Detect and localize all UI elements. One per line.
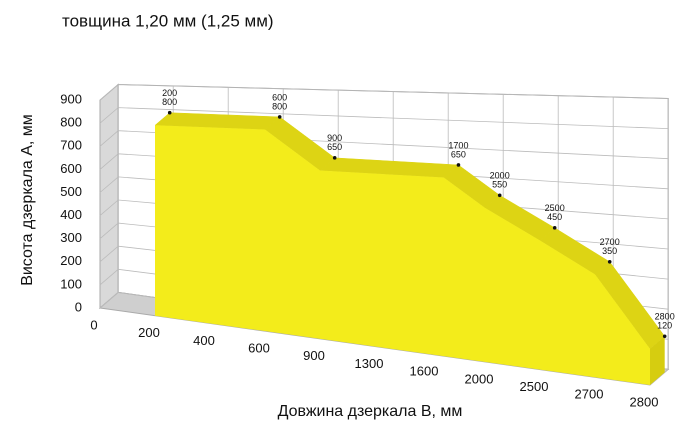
y-tick-label: 100 [60, 276, 82, 291]
data-point [552, 226, 557, 230]
data-label-x: 600 [272, 92, 287, 102]
data-label-y: 650 [327, 142, 342, 152]
data-label-x: 1700 [448, 140, 468, 150]
x-tick-label: 200 [138, 325, 160, 340]
x-tick-label: 400 [193, 333, 215, 348]
x-tick-label: 600 [248, 341, 270, 356]
x-tick-label: 900 [303, 348, 325, 363]
x-axis-label: Довжина дзеркала В, мм [278, 403, 463, 420]
x-tick-label: 0 [90, 317, 97, 332]
y-tick-label: 300 [60, 230, 82, 245]
y-tick-label: 800 [60, 115, 82, 130]
data-point [662, 334, 667, 339]
data-label-x: 2700 [600, 237, 620, 247]
data-label-y: 350 [602, 246, 617, 256]
data-label-x: 200 [162, 88, 177, 98]
y-tick-label: 0 [75, 299, 82, 314]
x-tick-label: 2500 [520, 379, 549, 394]
y-tick-label: 900 [60, 92, 82, 107]
data-label-y: 550 [492, 180, 507, 190]
area-side [650, 336, 665, 385]
data-label-y: 450 [547, 212, 562, 222]
x-tick-label: 2800 [630, 394, 659, 409]
side-wall [99, 83, 119, 310]
area-front [155, 125, 650, 386]
data-label-x: 2000 [490, 171, 510, 181]
data-label-y: 800 [162, 97, 177, 107]
data-label-x: 900 [327, 133, 342, 143]
chart-title: товщина 1,20 мм (1,25 мм) [62, 11, 274, 30]
y-tick-label: 700 [60, 138, 82, 153]
x-tick-label: 1600 [410, 364, 439, 379]
data-point [497, 193, 502, 198]
x-tick-label: 2700 [575, 387, 604, 402]
grid-line [99, 84, 119, 309]
x-tick-label: 1300 [355, 356, 384, 371]
x-tick-label: 2000 [465, 371, 494, 386]
data-point [332, 156, 337, 160]
y-tick-label: 200 [60, 253, 82, 268]
data-point [456, 163, 461, 167]
data-label-x: 2800 [655, 312, 675, 322]
data-label-y: 800 [272, 101, 287, 111]
data-point [277, 115, 282, 119]
data-point [607, 260, 612, 264]
data-label-y: 120 [657, 321, 672, 331]
data-label-y: 650 [451, 149, 466, 159]
y-tick-label: 600 [60, 161, 82, 176]
data-point [167, 110, 172, 115]
y-tick-label: 500 [60, 184, 82, 199]
y-tick-label: 400 [60, 207, 82, 222]
data-label-x: 2500 [545, 203, 565, 213]
y-axis-label: Висота дзеркала А, мм [19, 114, 36, 286]
